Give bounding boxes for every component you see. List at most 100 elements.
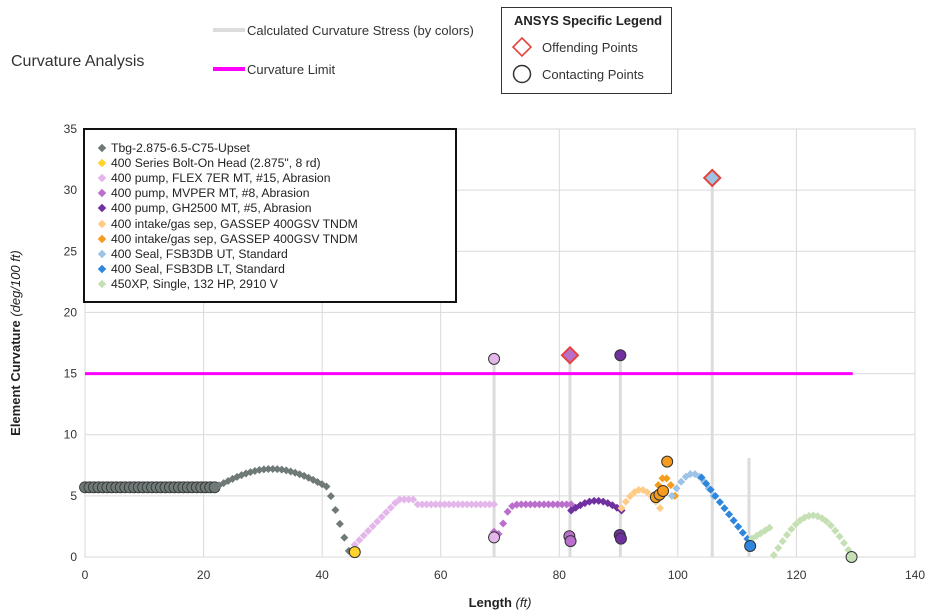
series-point xyxy=(503,507,512,516)
series-point xyxy=(720,504,729,513)
series-point xyxy=(672,484,681,493)
series-point xyxy=(373,517,382,526)
series-point xyxy=(791,520,800,529)
series-point xyxy=(738,528,747,537)
x-axis-label-unit: (ft) xyxy=(516,595,532,610)
series-point xyxy=(326,492,335,501)
series-point xyxy=(476,500,485,509)
series-point xyxy=(621,497,630,506)
contacting-point xyxy=(564,535,577,548)
series-point xyxy=(340,533,349,542)
x-axis-label-text: Length xyxy=(469,595,516,610)
series-point xyxy=(530,500,539,509)
series-point xyxy=(826,521,835,530)
series-point xyxy=(445,500,454,509)
contacting-legend-item: Contacting Points xyxy=(512,64,644,84)
stress-legend-label: Calculated Curvature Stress (by colors) xyxy=(247,22,474,38)
series-legend-marker xyxy=(97,143,107,152)
y-tick-label: 5 xyxy=(70,489,77,503)
series-legend-item: 400 pump, GH2500 MT, #5, Abrasion xyxy=(95,201,455,216)
series-point xyxy=(783,530,792,539)
series-point xyxy=(549,500,558,509)
series-legend-marker xyxy=(97,188,107,198)
ansys-legend-title: ANSYS Specific Legend xyxy=(514,13,663,28)
series-point xyxy=(666,481,675,490)
series-point xyxy=(835,532,844,541)
series-point xyxy=(386,503,395,512)
series-point xyxy=(662,474,671,483)
series-point xyxy=(395,495,404,504)
series-point xyxy=(702,479,711,488)
series-point xyxy=(404,495,413,504)
contacting-point xyxy=(744,539,757,552)
series-point xyxy=(667,491,676,500)
x-tick-label: 80 xyxy=(553,568,567,582)
contacting-point xyxy=(488,352,501,365)
y-axis-label-text: Element Curvature xyxy=(8,317,23,436)
x-tick-label: 20 xyxy=(197,568,211,582)
series-point xyxy=(377,512,386,521)
limit-legend-item: Curvature Limit xyxy=(213,61,335,77)
series-legend-label: 400 pump, FLEX 7ER MT, #15, Abrasion xyxy=(111,170,331,185)
series-legend-label: 400 Seal, FSB3DB LT, Standard xyxy=(111,262,285,277)
series-point xyxy=(686,470,695,479)
series-point xyxy=(485,500,494,509)
series-point xyxy=(391,499,400,508)
series-point xyxy=(268,464,277,473)
series-point xyxy=(643,488,652,497)
limit-legend-label: Curvature Limit xyxy=(247,61,336,77)
series-point xyxy=(769,551,778,560)
series-point xyxy=(729,516,738,525)
series-point xyxy=(458,500,467,509)
series-legend-marker xyxy=(97,158,107,168)
series-point xyxy=(562,500,571,509)
series-point xyxy=(331,505,340,514)
series-legend-marker xyxy=(97,219,107,228)
contacting-point xyxy=(657,484,670,497)
offending-point xyxy=(560,345,580,365)
series-point xyxy=(490,500,499,509)
series-legend-item: 400 pump, FLEX 7ER MT, #15, Abrasion xyxy=(95,170,455,185)
series-point xyxy=(335,519,344,528)
series-point xyxy=(725,510,734,519)
series-point xyxy=(535,500,544,509)
y-axis-label-unit: (deg/100 ft) xyxy=(8,250,23,317)
series-legend-marker xyxy=(97,173,107,183)
y-tick-label: 25 xyxy=(64,244,78,258)
y-tick-label: 20 xyxy=(64,305,78,319)
x-axis-label: Length (ft) xyxy=(469,595,532,610)
y-tick-label: 15 xyxy=(64,367,78,381)
series-legend-item: 400 pump, MVPER MT, #8, Abrasion xyxy=(95,186,455,201)
series-point xyxy=(656,504,665,513)
series-point xyxy=(617,504,626,513)
series-legend-item: 400 intake/gas sep, GASSEP 400GSV TNDM xyxy=(95,216,455,231)
contacting-point xyxy=(348,546,361,559)
series-point xyxy=(715,498,724,507)
series-point xyxy=(658,474,667,483)
series-point xyxy=(839,538,848,547)
y-tick-label: 30 xyxy=(64,183,78,197)
series-point xyxy=(499,519,508,528)
stress-line-swatch xyxy=(213,28,245,32)
series-point xyxy=(368,522,377,531)
series-legend-marker xyxy=(97,249,107,259)
series-legend-label: 400 Series Bolt-On Head (2.875", 8 rd) xyxy=(111,155,321,170)
y-tick-label: 35 xyxy=(64,122,78,136)
series-legend-label: 400 pump, MVPER MT, #8, Abrasion xyxy=(111,186,310,201)
series-point xyxy=(382,508,391,517)
series-point xyxy=(454,500,463,509)
y-tick-label: 10 xyxy=(64,428,78,442)
series-point xyxy=(521,500,530,509)
contacting-point xyxy=(488,531,501,544)
series-point xyxy=(677,477,686,486)
x-tick-label: 0 xyxy=(82,568,89,582)
series-legend-marker xyxy=(97,264,107,274)
series-legend-item: Tbg-2.875-6.5-C75-Upset xyxy=(95,140,455,155)
series-point xyxy=(413,500,422,509)
y-tick-label: 0 xyxy=(70,550,77,564)
series-point xyxy=(706,485,715,494)
series-legend-marker xyxy=(97,204,107,213)
series-legend-label: 400 pump, GH2500 MT, #5, Abrasion xyxy=(111,201,312,216)
series-point xyxy=(409,495,418,504)
